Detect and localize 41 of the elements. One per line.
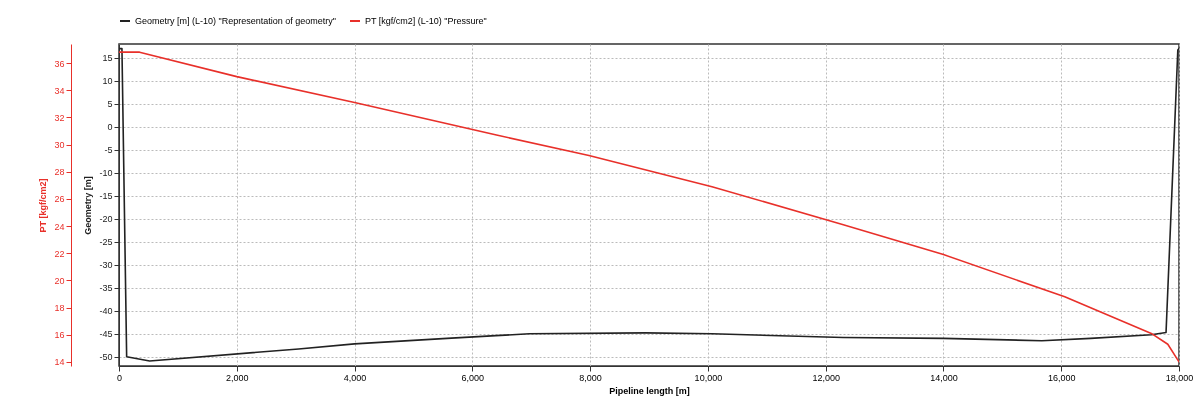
- y2-tick-label: 30: [54, 140, 65, 151]
- x-tick-label: 14,000: [930, 372, 958, 383]
- x-tick-label: 10,000: [694, 372, 723, 383]
- y2-axis-title: PT [kgf/cm2]: [38, 178, 49, 233]
- x-tick-label: 0: [116, 372, 123, 383]
- y-tick-label: -15: [99, 191, 113, 202]
- y-tick-label: -35: [99, 283, 113, 294]
- y-tick-label: -25: [99, 237, 113, 248]
- y-tick-label: 0: [107, 122, 113, 133]
- y2-tick-label: 18: [54, 303, 65, 314]
- x-tick-label: 2,000: [226, 372, 249, 383]
- x-tick-label: 4,000: [343, 372, 367, 383]
- y-axis-title: Geometry [m]: [83, 176, 94, 235]
- y-tick-label: 15: [102, 53, 113, 64]
- y2-tick-label: 34: [54, 85, 65, 96]
- y2-tick-label: 22: [54, 248, 65, 259]
- y2-tick-label: 14: [54, 357, 65, 368]
- y2-tick-label: 16: [54, 330, 65, 341]
- x-tick-label: 16,000: [1047, 372, 1076, 383]
- x-tick-label: 6,000: [461, 372, 485, 383]
- x-tick-label: 8,000: [579, 372, 602, 383]
- legend-label: Geometry [m] (L-10) "Representation of geometry": [135, 16, 336, 26]
- y-tick-label: -5: [104, 145, 113, 156]
- y-tick-label: 5: [107, 99, 113, 110]
- legend-label: PT [kgf/cm2] (L-10) "Pressure": [365, 16, 487, 26]
- y2-tick-label: 36: [54, 58, 65, 69]
- y-tick-label: -40: [99, 306, 113, 317]
- y-tick-label: 10: [102, 76, 113, 87]
- y2-tick-label: 20: [54, 275, 65, 286]
- y-tick-label: -45: [99, 329, 113, 340]
- x-tick-label: 18,000: [1165, 372, 1194, 383]
- x-axis-title: Pipeline length [m]: [609, 385, 690, 396]
- y2-tick-label: 28: [54, 167, 65, 178]
- y2-tick-label: 26: [54, 194, 65, 205]
- y-tick-label: -50: [99, 352, 113, 363]
- x-tick-label: 12,000: [812, 372, 840, 383]
- y-tick-label: -20: [99, 214, 113, 225]
- y2-tick-label: 32: [54, 112, 65, 123]
- y-tick-label: -10: [99, 168, 113, 179]
- y2-tick-label: 24: [54, 221, 65, 232]
- y-tick-label: -30: [99, 260, 113, 271]
